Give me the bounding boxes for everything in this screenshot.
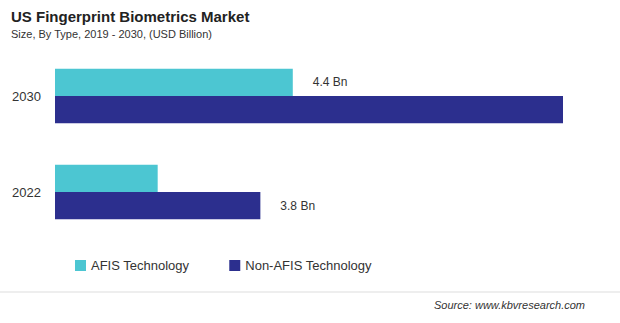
svg-text:2030: 2030 xyxy=(12,89,41,104)
svg-text:Source: www.kbvresearch.com: Source: www.kbvresearch.com xyxy=(434,299,585,311)
svg-text:AFIS Technology: AFIS Technology xyxy=(91,258,190,273)
svg-text:Size, By Type, 2019 - 2030, (U: Size, By Type, 2019 - 2030, (USD Billion… xyxy=(11,28,212,40)
svg-text:3.8 Bn: 3.8 Bn xyxy=(280,199,315,213)
svg-text:US Fingerprint Biometrics Mark: US Fingerprint Biometrics Market xyxy=(11,8,249,25)
svg-text:2022: 2022 xyxy=(12,185,41,200)
svg-text:Non-AFIS Technology: Non-AFIS Technology xyxy=(245,258,372,273)
svg-text:4.4 Bn: 4.4 Bn xyxy=(313,75,348,89)
